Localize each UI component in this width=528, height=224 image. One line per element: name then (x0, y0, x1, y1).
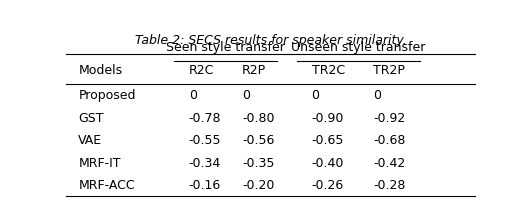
Text: R2C: R2C (189, 63, 214, 77)
Text: -0.90: -0.90 (312, 112, 344, 125)
Text: -0.65: -0.65 (312, 134, 344, 147)
Text: Seen style transfer: Seen style transfer (166, 41, 285, 54)
Text: Unseen style transfer: Unseen style transfer (291, 41, 426, 54)
Text: -0.92: -0.92 (373, 112, 405, 125)
Text: R2P: R2P (242, 63, 266, 77)
Text: -0.56: -0.56 (242, 134, 275, 147)
Text: -0.78: -0.78 (189, 112, 221, 125)
Text: -0.55: -0.55 (189, 134, 221, 147)
Text: -0.16: -0.16 (189, 179, 221, 192)
Text: -0.20: -0.20 (242, 179, 275, 192)
Text: -0.26: -0.26 (312, 179, 344, 192)
Text: MRF-IT: MRF-IT (78, 157, 121, 170)
Text: TR2P: TR2P (373, 63, 405, 77)
Text: 0: 0 (189, 89, 197, 102)
Text: 0: 0 (242, 89, 250, 102)
Text: -0.42: -0.42 (373, 157, 405, 170)
Text: MRF-ACC: MRF-ACC (78, 179, 135, 192)
Text: -0.35: -0.35 (242, 157, 275, 170)
Text: Proposed: Proposed (78, 89, 136, 102)
Text: -0.40: -0.40 (312, 157, 344, 170)
Text: -0.34: -0.34 (189, 157, 221, 170)
Text: VAE: VAE (78, 134, 102, 147)
Text: -0.80: -0.80 (242, 112, 275, 125)
Text: 0: 0 (373, 89, 381, 102)
Text: TR2C: TR2C (312, 63, 345, 77)
Text: GST: GST (78, 112, 104, 125)
Text: Table 2: SECS results for speaker similarity.: Table 2: SECS results for speaker simila… (135, 34, 407, 47)
Text: -0.68: -0.68 (373, 134, 406, 147)
Text: 0: 0 (312, 89, 319, 102)
Text: Models: Models (78, 63, 122, 77)
Text: -0.28: -0.28 (373, 179, 406, 192)
